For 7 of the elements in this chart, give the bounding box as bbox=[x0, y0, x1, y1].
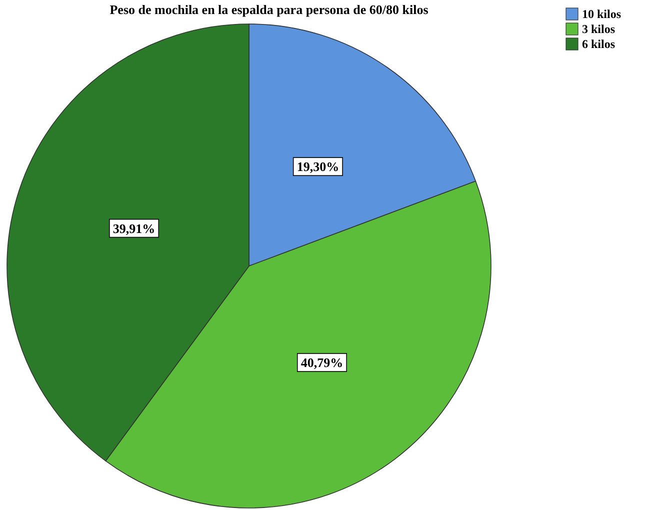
legend-label: 10 kilos bbox=[582, 7, 622, 21]
legend-label: 3 kilos bbox=[582, 22, 616, 36]
chart-title: Peso de mochila en la espalda para persona de 60/80 kilos bbox=[110, 2, 428, 17]
legend-label: 6 kilos bbox=[582, 37, 616, 51]
data-label: 39,91% bbox=[112, 220, 156, 236]
data-label: 19,30% bbox=[296, 159, 340, 174]
data-label: 40,79% bbox=[300, 355, 344, 370]
